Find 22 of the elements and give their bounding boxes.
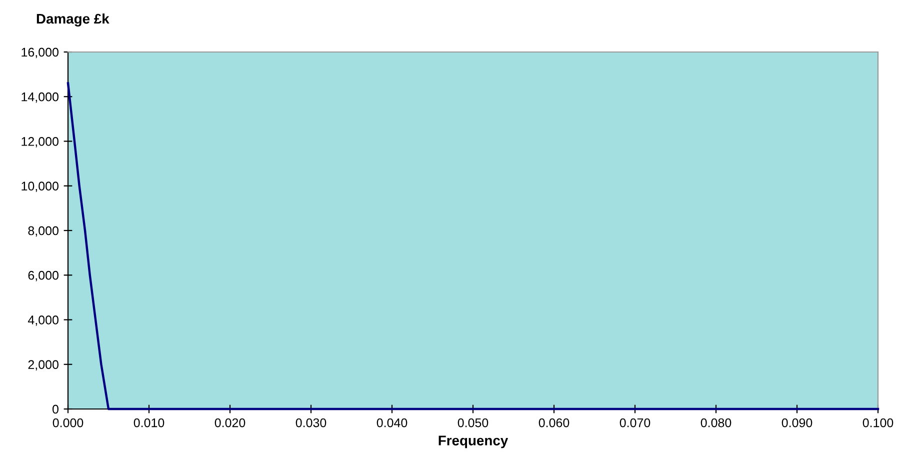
x-tick-label: 0.100 (862, 418, 894, 428)
x-tick-label: 0.030 (296, 418, 326, 428)
x-tick-label: 0.060 (538, 418, 570, 428)
x-tick-label: 0.070 (620, 418, 650, 428)
x-tick-label: 0.050 (458, 418, 488, 428)
y-tick-label: 2,000 (28, 360, 58, 371)
y-tick-label: 16,000 (22, 48, 58, 58)
y-axis-title: Damage £k (36, 13, 110, 27)
y-tick-label: 14,000 (22, 92, 58, 103)
y-tick-label: 4,000 (28, 316, 58, 326)
x-tick-label: 0.020 (214, 418, 246, 428)
x-tick-label: 0.000 (52, 418, 84, 428)
x-tick-label: 0.090 (782, 418, 812, 428)
x-tick-label: 0.040 (376, 418, 408, 428)
x-tick-label: 0.080 (700, 418, 732, 428)
y-tick-label: 12,000 (22, 137, 58, 148)
y-tick-label: 10,000 (22, 182, 58, 192)
y-tick-label: 0 (52, 404, 58, 414)
y-tick-label: 8,000 (28, 226, 58, 237)
y-tick-label: 6,000 (28, 270, 58, 282)
x-tick-label: 0.010 (134, 418, 164, 428)
x-axis-title: Frequency (438, 436, 508, 448)
